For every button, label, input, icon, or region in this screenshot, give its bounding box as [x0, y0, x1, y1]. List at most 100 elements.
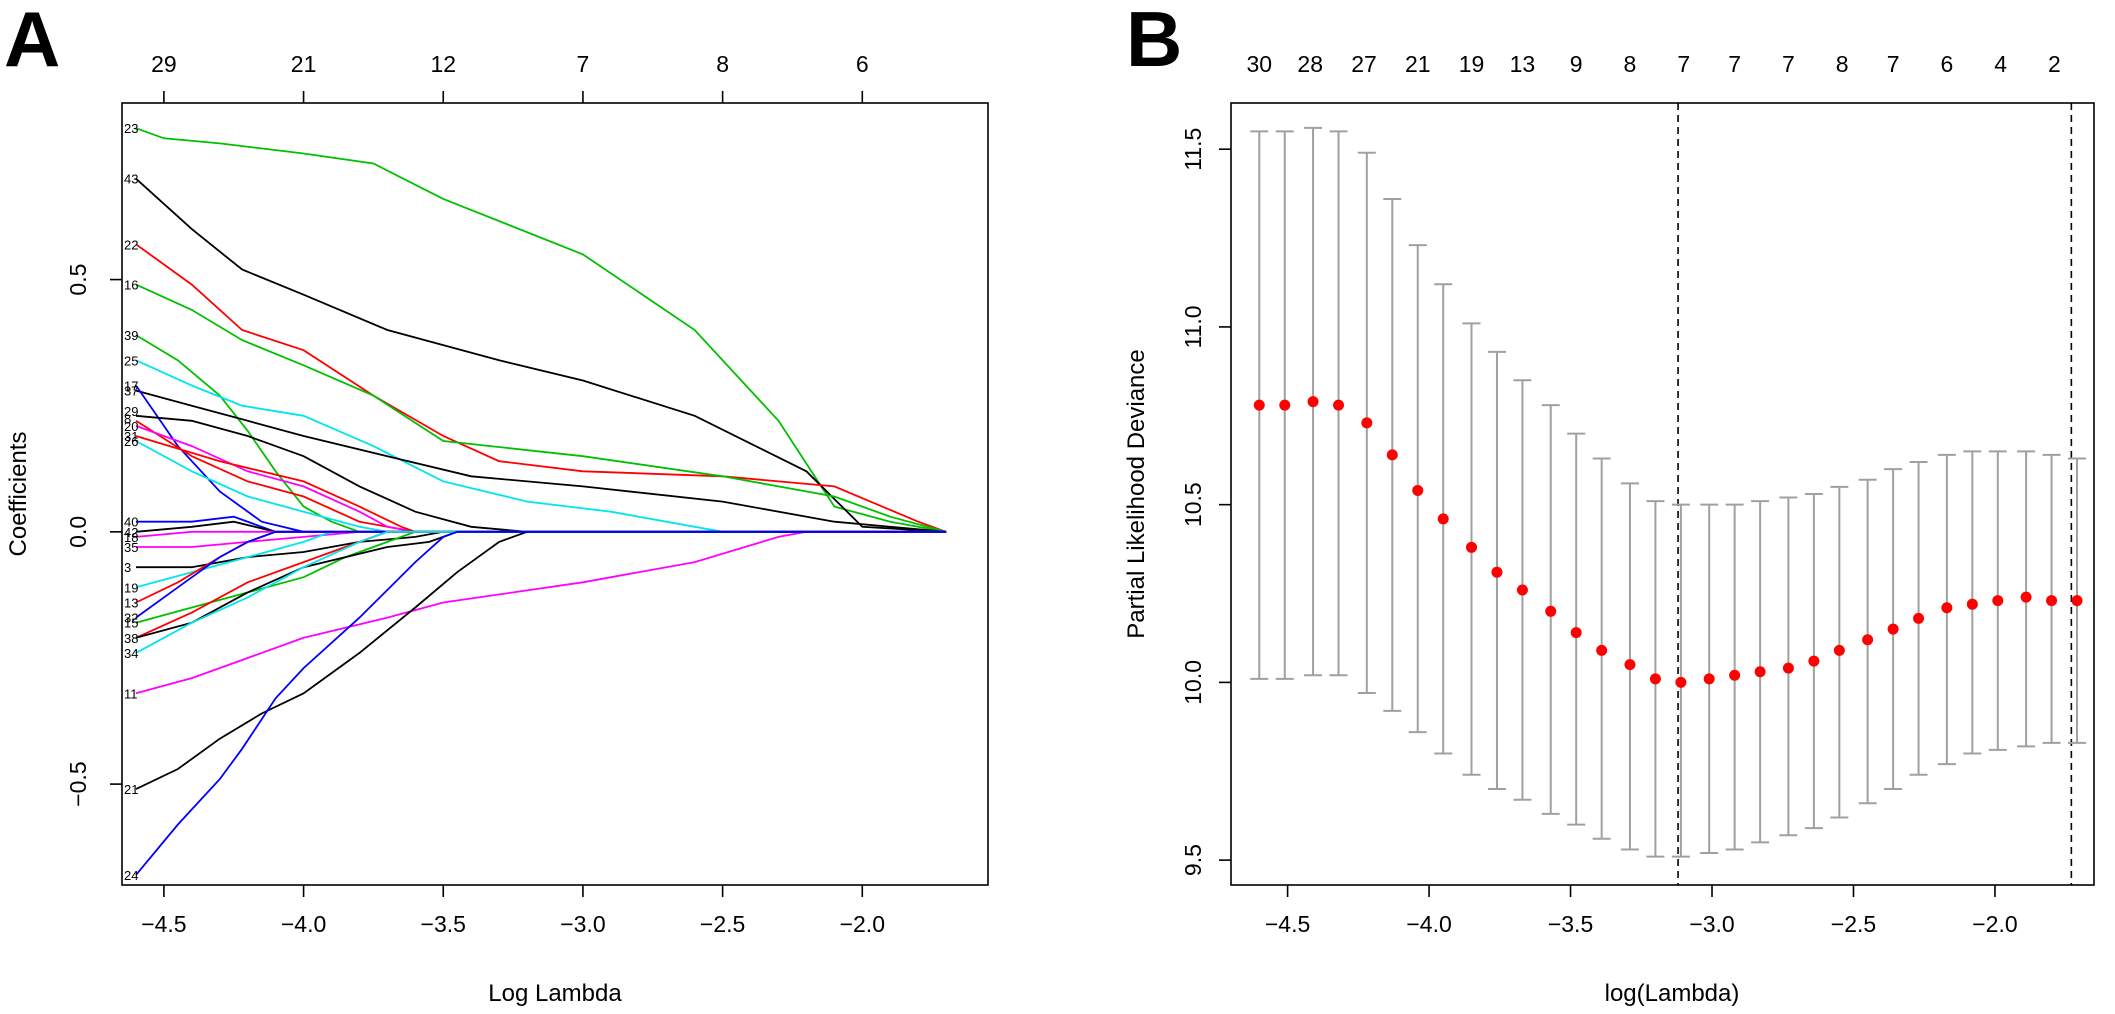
coefficient-path-43 [135, 178, 947, 533]
variable-label-13: 13 [124, 595, 138, 610]
deviance-point [1386, 449, 1398, 461]
variable-label-40: 40 [124, 515, 138, 530]
variable-label-24: 24 [124, 868, 138, 883]
coefficient-path-21 [135, 530, 947, 790]
variable-label-23: 23 [124, 121, 138, 136]
top-tick-label: 9 [1570, 51, 1583, 77]
deviance-point [1545, 605, 1557, 617]
coefficient-path-11 [135, 530, 947, 695]
deviance-point [1941, 602, 1953, 614]
panel-b-y-axis: 9.5 10.0 10.5 11.0 11.5 [1180, 128, 1231, 876]
x-tick-label: −2.0 [1972, 911, 2017, 937]
x-tick-label: −2.0 [840, 911, 885, 937]
variable-label-8: 8 [124, 411, 131, 426]
variable-label-17: 17 [124, 379, 138, 394]
coefficient-path-29 [135, 414, 947, 533]
x-tick-label: −4.5 [141, 911, 186, 937]
variable-label-38: 38 [124, 631, 138, 646]
top-tick-label: 6 [1940, 51, 1953, 77]
coefficient-path-20 [135, 425, 947, 533]
lambda-reference-lines [1677, 103, 2073, 885]
panel-a-x-axis-title: Log Lambda [488, 980, 622, 1007]
panel-a-y-axis-title: Coefficients [5, 432, 32, 557]
deviance-point [1992, 595, 2004, 607]
deviance-point [1333, 399, 1345, 411]
top-tick-label: 8 [716, 51, 729, 77]
coefficient-path-35 [136, 530, 947, 548]
variable-label-39: 39 [124, 328, 138, 343]
variable-label-35: 35 [124, 540, 138, 555]
x-tick-label: −4.0 [1406, 911, 1451, 937]
x-tick-label: −2.5 [700, 911, 745, 937]
coefficient-path-22 [135, 243, 947, 533]
variable-label-18: 18 [124, 530, 138, 545]
variable-label-31: 31 [124, 429, 138, 444]
y-tick-label: −0.5 [65, 761, 91, 806]
y-tick-label: 11.5 [1180, 128, 1206, 171]
deviance-point [1887, 623, 1899, 635]
panel-a-letter: A [4, 0, 60, 83]
y-tick-label: 9.5 [1180, 844, 1206, 876]
variable-label-20: 20 [124, 419, 138, 434]
top-tick-label: 6 [856, 51, 869, 77]
deviance-point [1491, 566, 1503, 578]
deviance-point [2020, 591, 2032, 603]
coefficient-path-8 [135, 420, 947, 533]
variable-label-15: 15 [124, 616, 138, 631]
variable-label-29: 29 [124, 404, 138, 419]
x-tick-label: −3.5 [1548, 911, 1593, 937]
x-tick-label: −4.0 [281, 911, 326, 937]
y-tick-label: 11.0 [1180, 305, 1206, 348]
coefficient-path-3 [136, 530, 947, 569]
coefficient-path-32 [135, 530, 947, 624]
variable-label-25: 25 [124, 353, 138, 368]
panel-b-y-axis-title: Partial Likelihood Deviance [1123, 349, 1150, 639]
panel-b-x-axis-title: log(Lambda) [1605, 980, 1740, 1007]
deviance-point [1412, 484, 1424, 496]
top-tick-label: 8 [1836, 51, 1849, 77]
variable-label-42: 42 [124, 525, 138, 540]
deviance-points [1253, 396, 2083, 688]
coefficient-path-39 [135, 334, 947, 533]
deviance-point [1253, 399, 1265, 411]
variable-label-22: 22 [124, 237, 138, 252]
y-tick-label: 0.5 [65, 264, 91, 296]
panel-a-top-axis: 29 21 12 7 8 6 [151, 51, 869, 103]
coefficient-path-23 [135, 127, 947, 533]
coefficient-path-17 [135, 389, 947, 533]
deviance-point [1729, 669, 1741, 681]
variable-label-43: 43 [124, 172, 138, 187]
top-tick-label: 7 [1887, 51, 1900, 77]
deviance-point [2071, 595, 2083, 607]
deviance-point [1649, 673, 1661, 685]
deviance-point [1596, 644, 1608, 656]
top-tick-label: 21 [291, 51, 317, 77]
x-tick-label: −3.5 [421, 911, 466, 937]
deviance-point [1361, 417, 1373, 429]
deviance-point [1675, 676, 1687, 688]
variable-label-26: 26 [124, 434, 138, 449]
x-tick-label: −3.0 [560, 911, 605, 937]
panel-a-y-axis: −0.5 0.0 0.5 [65, 264, 122, 807]
top-tick-label: 21 [1405, 51, 1431, 77]
panel-b-cross-validation: B −4.5 −4.0 −3.5 −3.0 −2.5 −2.0 9.5 10.0 10.5 11… [1123, 0, 2095, 1007]
coefficient-path-15 [135, 530, 947, 619]
deviance-point [1703, 673, 1715, 685]
deviance-point [1570, 627, 1582, 639]
top-tick-label: 12 [430, 51, 456, 77]
top-tick-label: 4 [1994, 51, 2007, 77]
variable-label-21: 21 [124, 782, 138, 797]
variable-label-19: 19 [124, 580, 138, 595]
variable-label-11: 11 [124, 686, 138, 701]
coefficient-path-36 [135, 530, 947, 639]
coefficient-path-lines [135, 127, 947, 876]
deviance-point [1437, 513, 1449, 525]
coefficient-path-34 [135, 530, 947, 654]
top-tick-label: 7 [577, 51, 590, 77]
y-tick-label: 0.0 [65, 516, 91, 548]
coefficient-path-16 [135, 283, 947, 533]
panel-b-letter: B [1126, 0, 1182, 83]
deviance-point [1466, 541, 1478, 553]
